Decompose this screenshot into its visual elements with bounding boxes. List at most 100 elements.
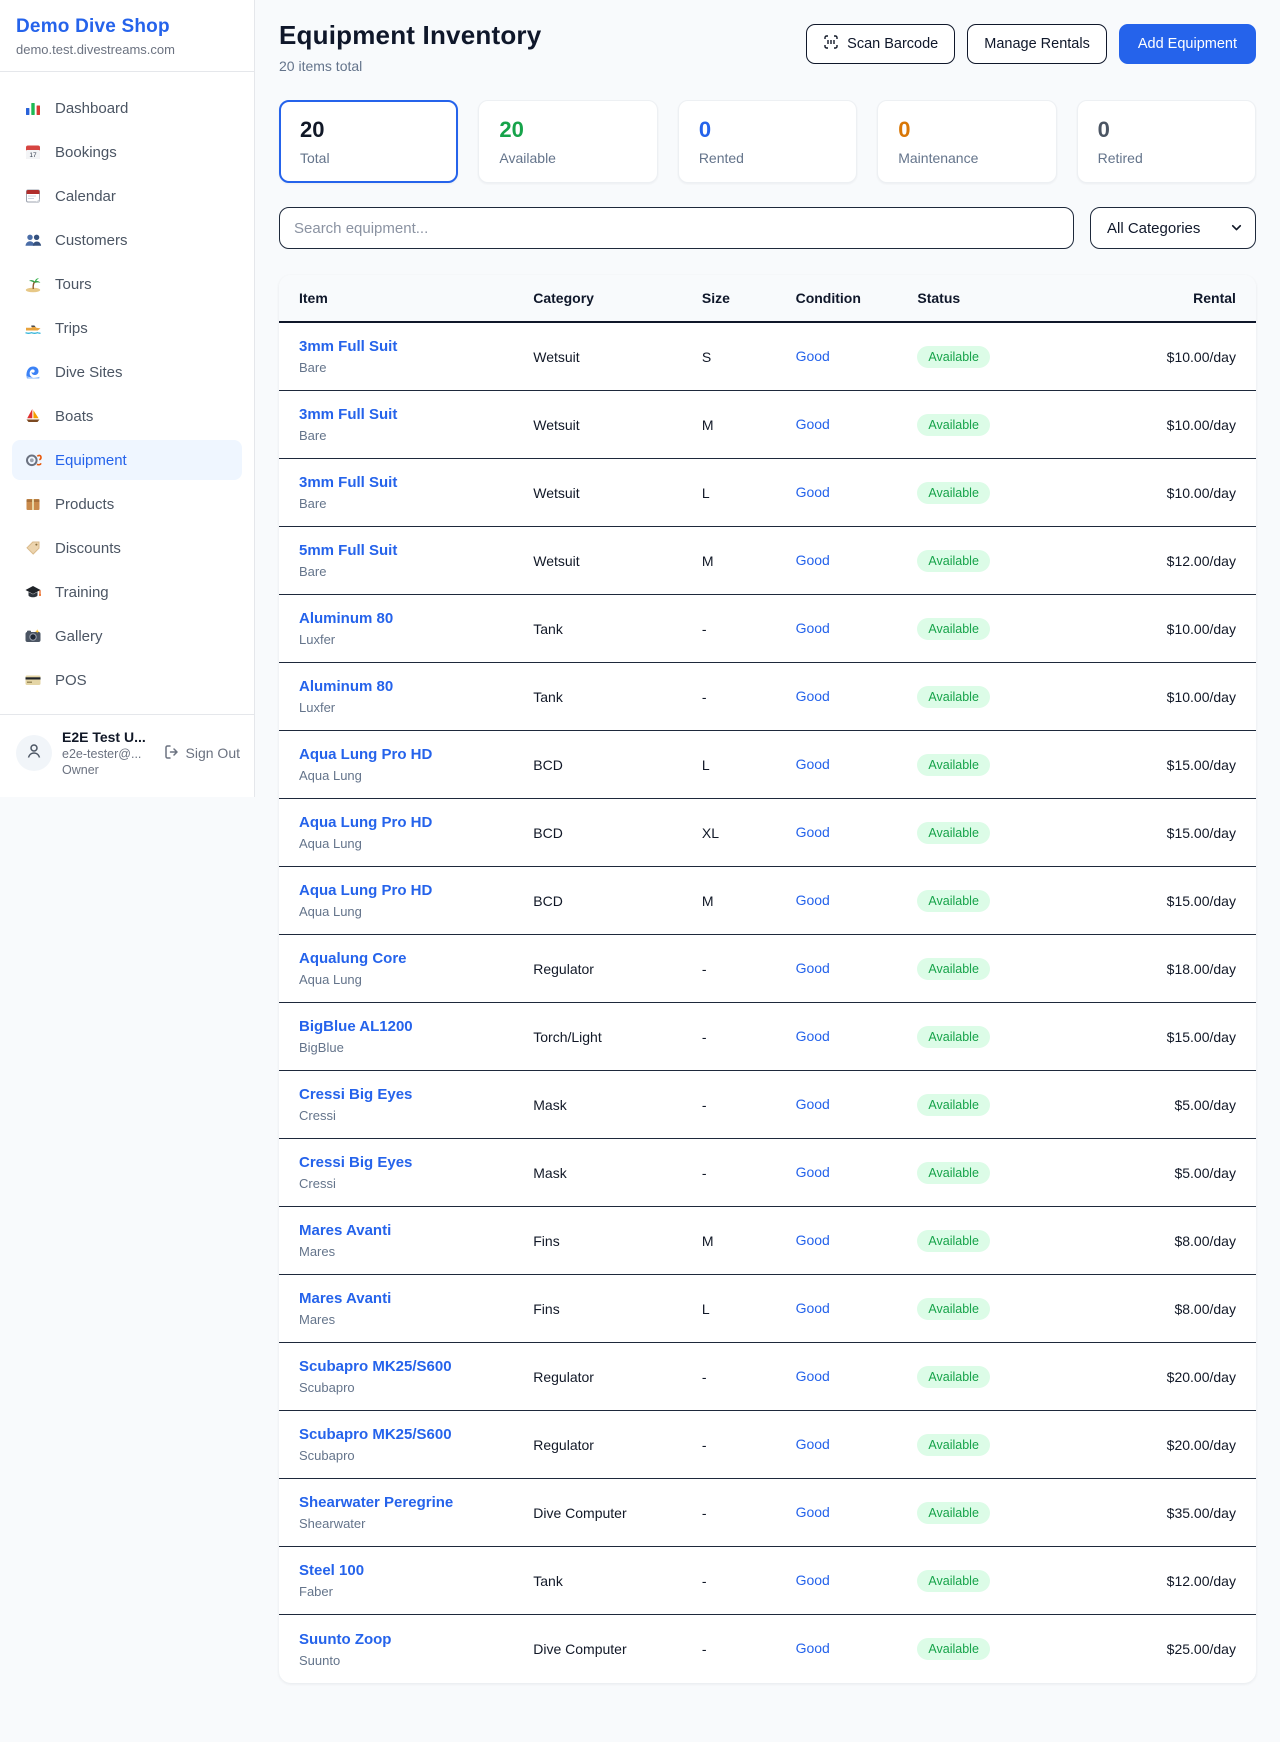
item-name-link[interactable]: Mares Avanti [299,1222,392,1239]
item-condition-link[interactable]: Good [795,687,830,704]
item-size: - [701,1368,707,1385]
stat-card-rented[interactable]: 0 Rented [677,100,858,183]
sidebar-divider-top [0,71,254,72]
item-name-link[interactable]: Aqua Lung Pro HD [299,882,433,899]
sidebar-item-calendar[interactable]: Calendar [12,176,242,216]
item-rental: $15.00/day [1166,1028,1236,1045]
sidebar-item-products[interactable]: Products [12,484,242,524]
sidebar-item-trips[interactable]: Trips [12,308,242,348]
bar-chart-icon [24,99,42,117]
stat-card-total[interactable]: 20 Total [279,100,459,183]
item-condition-cell: Good [796,756,918,774]
table-row: Cressi Big Eyes Cressi Mask - Good Available $… [279,1071,1256,1139]
scan-barcode-button[interactable]: Scan Barcode [806,24,956,64]
sidebar-item-gallery[interactable]: Gallery [12,616,242,656]
item-condition-link[interactable]: Good [795,1367,830,1384]
item-condition-link[interactable]: Good [795,1640,830,1656]
brand-block: Demo Dive Shop demo.test.divestreams.com [0,0,254,71]
item-condition-link[interactable]: Good [795,959,830,976]
status-badge: Available [917,753,990,776]
item-condition-link[interactable]: Good [795,483,830,500]
filters-row: All Categories [279,207,1256,249]
wave-icon [24,363,42,381]
item-condition-link[interactable]: Good [795,1435,830,1452]
sidebar-item-boats[interactable]: Boats [12,396,242,436]
sidebar-item-label: Boats [55,407,94,425]
sidebar-item-dashboard[interactable]: Dashboard [12,88,242,128]
item-condition-link[interactable]: Good [795,1571,830,1588]
item-size: XL [701,824,720,841]
item-condition-link[interactable]: Good [795,1299,830,1316]
sidebar-item-equipment[interactable]: Equipment [12,440,242,480]
item-name-link[interactable]: Aqualung Core [299,950,407,967]
item-name-link[interactable]: Mares Avanti [299,1290,392,1307]
item-name-link[interactable]: Scubapro MK25/S600 [299,1426,452,1443]
sidebar-item-bookings[interactable]: 17 Bookings [12,132,242,172]
item-name-link[interactable]: Cressi Big Eyes [299,1154,413,1171]
item-name-link[interactable]: 5mm Full Suit [299,542,398,559]
user-email: e2e-tester@... [62,747,142,761]
item-name-link[interactable]: Aqua Lung Pro HD [299,746,433,763]
dive-mask-icon [24,451,42,469]
item-condition-link[interactable]: Good [795,1231,830,1248]
item-condition-link[interactable]: Good [795,1027,830,1044]
table-row: Suunto Zoop Suunto Dive Computer - Good Avail… [279,1615,1256,1683]
sidebar-item-discounts[interactable]: Discounts [12,528,242,568]
table-row: Mares Avanti Mares Fins L Good Available $8.00… [279,1275,1256,1343]
item-condition-link[interactable]: Good [795,755,830,772]
item-condition-link[interactable]: Good [795,1095,830,1112]
bookings-calendar-icon: 17 [24,143,42,161]
item-name-link[interactable]: Cressi Big Eyes [299,1086,413,1103]
item-condition-link[interactable]: Good [795,415,830,432]
item-size: S [701,348,712,365]
stat-card-retired[interactable]: 0 Retired [1076,100,1257,183]
item-condition-link[interactable]: Good [795,891,830,908]
item-cell: Aqua Lung Pro HD Aqua Lung [299,814,533,851]
sign-out-button[interactable]: Sign Out [164,744,240,763]
item-condition-link[interactable]: Good [795,823,830,840]
stat-card-maintenance[interactable]: 0 Maintenance [877,100,1057,183]
item-condition-link[interactable]: Good [795,619,830,636]
item-status-cell: Available [917,1501,1048,1524]
table-row: Scubapro MK25/S600 Scubapro Regulator - Good… [279,1343,1256,1411]
item-condition-link[interactable]: Good [795,1163,830,1180]
category-select[interactable]: All Categories [1090,207,1256,249]
item-size: - [701,1436,707,1453]
item-size: M [701,416,714,433]
item-condition-link[interactable]: Good [795,551,830,568]
manage-rentals-button[interactable]: Manage Rentals [967,24,1107,64]
item-name-link[interactable]: 3mm Full Suit [299,338,398,355]
item-condition-link[interactable]: Good [795,347,830,364]
add-equipment-button[interactable]: Add Equipment [1118,24,1256,64]
item-name-link[interactable]: Suunto Zoop [299,1630,392,1648]
item-name-link[interactable]: BigBlue AL1200 [299,1018,413,1035]
item-status-cell: Available [917,1569,1048,1592]
item-size: - [701,688,707,705]
stat-card-available[interactable]: 20 Available [478,100,658,183]
item-condition-cell: Good [796,484,918,502]
item-condition-link[interactable]: Good [795,1503,830,1520]
item-cell: Suunto Zoop Suunto [299,1631,533,1668]
item-brand: Shearwater [299,1516,366,1531]
search-input[interactable] [279,207,1074,249]
sidebar-item-dive-sites[interactable]: Dive Sites [12,352,242,392]
item-condition-cell: Good [796,1096,918,1114]
sidebar-item-label: Dashboard [55,99,129,117]
sidebar-item-pos[interactable]: POS [12,660,242,700]
item-name-link[interactable]: Aluminum 80 [299,678,394,695]
graduation-cap-icon [24,583,42,601]
item-cell: 3mm Full Suit Bare [299,474,533,511]
item-name-link[interactable]: 3mm Full Suit [299,474,398,491]
item-condition-cell: Good [796,552,918,570]
item-name-link[interactable]: Aluminum 80 [299,610,394,627]
item-name-link[interactable]: Steel 100 [299,1562,365,1579]
item-name-link[interactable]: 3mm Full Suit [299,406,398,423]
sidebar-item-tours[interactable]: Tours [12,264,242,304]
sidebar-item-training[interactable]: Training [12,572,242,612]
item-name-link[interactable]: Shearwater Peregrine [299,1494,454,1511]
item-name-link[interactable]: Scubapro MK25/S600 [299,1358,452,1375]
item-brand: Aqua Lung [299,768,362,783]
item-name-link[interactable]: Aqua Lung Pro HD [299,814,433,831]
sidebar-item-customers[interactable]: Customers [12,220,242,260]
item-rental: $15.00/day [1166,892,1236,909]
